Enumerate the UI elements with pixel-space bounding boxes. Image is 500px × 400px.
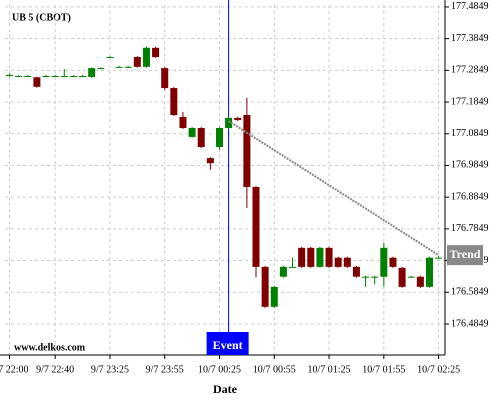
y-tick-label: 176.8849 bbox=[451, 191, 489, 202]
y-tick-label: 176.7849 bbox=[451, 223, 489, 234]
candle-body bbox=[261, 266, 269, 307]
y-tick-label: 177.1849 bbox=[451, 96, 489, 107]
candle-body bbox=[289, 266, 297, 268]
candle-body bbox=[115, 66, 123, 68]
candle-body bbox=[97, 68, 105, 70]
candle-body bbox=[106, 56, 114, 58]
x-tick-label: 9/7 22:40 bbox=[36, 364, 74, 375]
candle-body bbox=[6, 75, 13, 77]
trend-box bbox=[447, 245, 483, 266]
candle-body bbox=[279, 266, 287, 277]
y-tick-label: 176.4849 bbox=[451, 318, 489, 329]
candle-body bbox=[161, 68, 169, 89]
candle-body bbox=[380, 247, 388, 277]
candle-body bbox=[243, 115, 251, 187]
event-box bbox=[206, 332, 249, 355]
candle-body bbox=[225, 117, 233, 129]
candle-body bbox=[51, 76, 59, 78]
trend-label: Trend bbox=[450, 247, 481, 261]
candle-body bbox=[60, 76, 68, 78]
candle-body bbox=[389, 257, 397, 267]
candle-body bbox=[15, 76, 23, 78]
candle-body bbox=[142, 47, 150, 67]
candle-body bbox=[371, 276, 379, 278]
y-tick-label: 176.9849 bbox=[451, 160, 489, 171]
x-axis-label: Date bbox=[213, 382, 238, 396]
watermark: www.delkos.com bbox=[14, 342, 86, 353]
candle-body bbox=[197, 128, 205, 148]
candle-body bbox=[206, 158, 214, 164]
x-tick-label: 10/7 01:25 bbox=[308, 364, 351, 375]
candle-body bbox=[325, 247, 333, 267]
candle-body bbox=[124, 66, 132, 68]
candle-body bbox=[234, 117, 242, 121]
candle-body bbox=[79, 76, 87, 78]
x-tick-label: 9/7 23:25 bbox=[91, 364, 129, 375]
candle-body bbox=[88, 68, 96, 77]
event-label: Event bbox=[213, 338, 243, 352]
candle-body bbox=[24, 76, 32, 78]
chart-title: UB 5 (CBOT) bbox=[12, 12, 71, 23]
candle-body bbox=[307, 247, 315, 267]
candle-body bbox=[425, 257, 433, 287]
candle-body bbox=[298, 247, 306, 267]
x-tick-label: 10/7 00:55 bbox=[253, 364, 296, 375]
y-tick-label: 177.4849 bbox=[451, 1, 489, 12]
y-tick-label: 177.3849 bbox=[451, 33, 489, 44]
candle-body bbox=[334, 257, 342, 267]
x-tick-label: 9/7 22:00 bbox=[0, 364, 29, 375]
candle-body bbox=[170, 88, 178, 116]
candle-body bbox=[398, 267, 406, 287]
candle-body bbox=[42, 76, 50, 78]
candle-body bbox=[152, 47, 160, 57]
candle-body bbox=[407, 276, 415, 278]
y-tick-label: 177.0849 bbox=[451, 128, 489, 139]
x-tick-label: 10/7 00:25 bbox=[198, 364, 241, 375]
candle-body bbox=[179, 116, 187, 129]
candle-body bbox=[33, 77, 41, 87]
y-tick-label: 176.5849 bbox=[451, 287, 489, 298]
candle-body bbox=[69, 76, 77, 78]
y-tick-label: 177.2849 bbox=[451, 65, 489, 76]
candle-body bbox=[133, 56, 141, 67]
candle-body bbox=[188, 128, 196, 137]
candle-body bbox=[252, 186, 260, 267]
x-tick-label: 10/7 02:25 bbox=[417, 364, 460, 375]
candle-body bbox=[215, 128, 223, 148]
x-tick-label: 9/7 23:55 bbox=[146, 364, 184, 375]
x-tick-label: 10/7 01:55 bbox=[362, 364, 405, 375]
candle-body bbox=[343, 257, 351, 267]
candle-body bbox=[435, 257, 443, 259]
candle-body bbox=[352, 266, 360, 277]
candle-body bbox=[316, 247, 324, 267]
candle-body bbox=[362, 276, 370, 278]
trend-line bbox=[228, 120, 440, 256]
candle-body bbox=[270, 286, 278, 307]
candle-body bbox=[416, 276, 424, 287]
